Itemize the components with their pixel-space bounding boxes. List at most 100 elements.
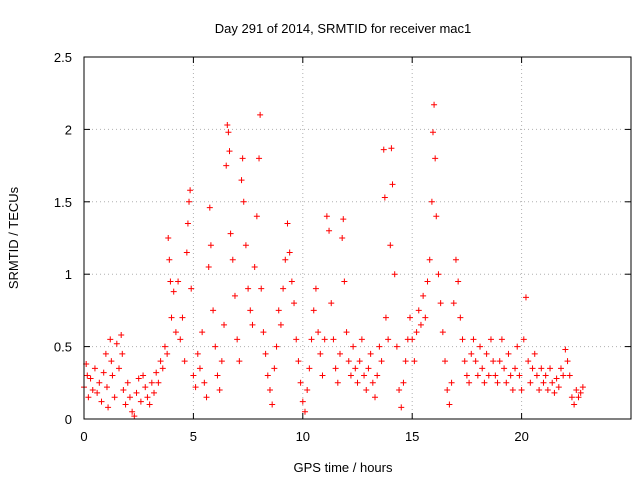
data-point xyxy=(242,242,249,249)
data-point xyxy=(571,401,578,408)
data-point xyxy=(205,263,212,270)
data-point xyxy=(446,401,453,408)
data-point xyxy=(358,336,365,343)
data-point xyxy=(295,358,302,365)
data-point xyxy=(431,101,438,108)
data-point xyxy=(231,292,238,299)
data-point xyxy=(275,307,282,314)
data-point xyxy=(426,256,433,263)
data-point xyxy=(264,372,271,379)
data-point xyxy=(155,379,162,386)
data-point xyxy=(374,372,381,379)
data-point xyxy=(503,379,510,386)
data-point xyxy=(301,408,308,415)
data-point xyxy=(479,365,486,372)
data-point xyxy=(187,187,194,194)
data-point xyxy=(380,146,387,153)
plot-frame xyxy=(83,56,632,420)
data-point xyxy=(135,375,142,382)
data-point xyxy=(124,379,131,386)
data-point xyxy=(512,365,519,372)
data-point xyxy=(516,372,523,379)
data-point xyxy=(501,365,508,372)
y-tick-label: 0 xyxy=(65,412,72,427)
data-point xyxy=(538,365,545,372)
data-point xyxy=(256,155,263,162)
data-point xyxy=(354,379,361,386)
data-point xyxy=(293,336,300,343)
data-point xyxy=(109,372,116,379)
data-point xyxy=(146,401,153,408)
data-point xyxy=(387,242,394,249)
data-point xyxy=(258,285,265,292)
data-point xyxy=(236,358,243,365)
data-point xyxy=(442,358,449,365)
data-point xyxy=(415,307,422,314)
data-point xyxy=(218,358,225,365)
data-point xyxy=(388,145,395,152)
data-point xyxy=(253,213,260,220)
data-point xyxy=(472,358,479,365)
data-point xyxy=(494,379,501,386)
data-point xyxy=(315,329,322,336)
data-point xyxy=(402,358,409,365)
x-tick-label: 10 xyxy=(296,429,310,444)
x-tick-label: 20 xyxy=(514,429,528,444)
data-point xyxy=(245,285,252,292)
data-point xyxy=(391,271,398,278)
data-point xyxy=(137,398,144,405)
data-point xyxy=(577,389,584,396)
data-point xyxy=(225,129,232,136)
data-point xyxy=(573,387,580,394)
data-point xyxy=(262,350,269,357)
data-point xyxy=(417,321,424,328)
data-point xyxy=(568,394,575,401)
data-point xyxy=(194,350,201,357)
data-point xyxy=(424,278,431,285)
data-point xyxy=(433,213,440,220)
data-point xyxy=(177,336,184,343)
data-point xyxy=(422,314,429,321)
data-point xyxy=(487,336,494,343)
x-axis-label: GPS time / hours xyxy=(294,460,393,475)
data-point xyxy=(116,365,123,372)
data-point xyxy=(102,350,109,357)
data-point xyxy=(326,227,333,234)
data-point xyxy=(214,372,221,379)
data-point xyxy=(323,213,330,220)
data-point xyxy=(341,278,348,285)
data-point xyxy=(304,387,311,394)
data-point xyxy=(435,271,442,278)
data-point xyxy=(367,350,374,357)
data-point xyxy=(317,350,324,357)
data-point xyxy=(166,256,173,263)
data-point xyxy=(459,336,466,343)
data-point xyxy=(525,358,532,365)
data-point xyxy=(466,379,473,386)
data-point xyxy=(165,235,172,241)
data-point xyxy=(340,216,347,223)
data-point xyxy=(199,329,206,336)
data-point xyxy=(227,230,234,237)
data-point xyxy=(247,307,254,314)
data-point xyxy=(328,300,335,307)
y-tick-label: 2 xyxy=(65,122,72,137)
data-point xyxy=(216,387,223,394)
data-point xyxy=(312,285,319,292)
data-point xyxy=(520,336,527,343)
data-point xyxy=(393,343,400,350)
data-point xyxy=(365,365,372,372)
data-point xyxy=(382,314,389,321)
data-point xyxy=(544,387,551,394)
data-point xyxy=(514,343,521,350)
data-point xyxy=(257,111,264,118)
data-point xyxy=(129,408,136,415)
data-point xyxy=(207,242,214,249)
data-point xyxy=(555,384,562,391)
data-point xyxy=(533,372,540,379)
data-point xyxy=(562,346,569,353)
data-point xyxy=(234,336,241,343)
data-point xyxy=(164,350,171,357)
data-point xyxy=(190,372,197,379)
